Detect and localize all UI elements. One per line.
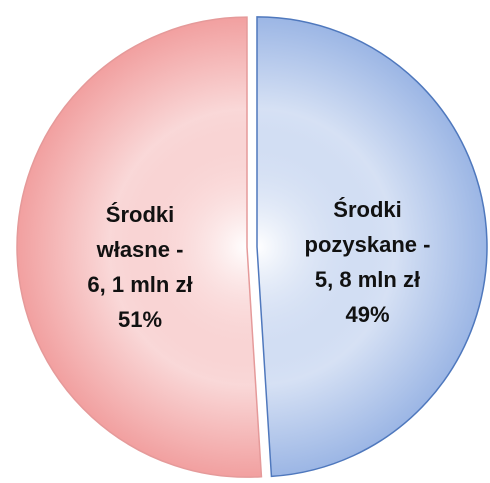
slice-label: Środki własne - 6, 1 mln zł 51% <box>75 197 205 337</box>
category-label: Środki pozyskane - <box>304 197 431 257</box>
percent-label: 49% <box>345 302 390 327</box>
category-label: Środki własne - <box>96 202 184 262</box>
percent-label: 51% <box>117 307 163 332</box>
amount-label: 6, 1 mln zł <box>87 272 193 297</box>
amount-label: 5, 8 mln zł <box>314 267 421 292</box>
pie-slice <box>256 16 488 478</box>
slice-label: Środki pozyskane - 5, 8 mln zł 49% <box>285 192 450 332</box>
pie-slice <box>16 16 263 478</box>
